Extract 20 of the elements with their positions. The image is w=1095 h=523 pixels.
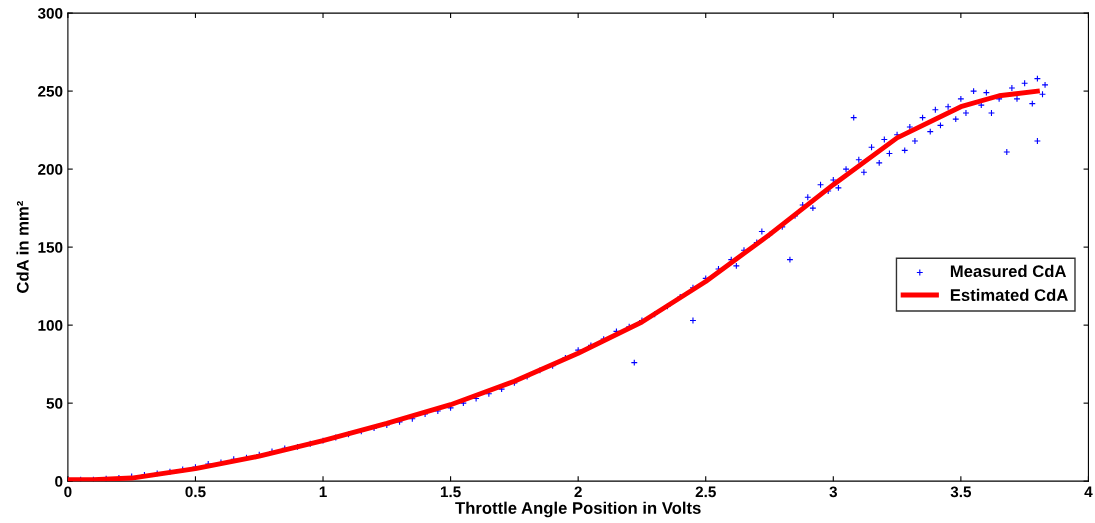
x-tick-label: 0 — [64, 486, 72, 498]
y-tick-label: 100 — [38, 320, 63, 331]
legend-label: Measured CdA — [950, 264, 1067, 278]
y-tick-label: 200 — [38, 163, 63, 175]
y-axis-title: CdA in mm² — [16, 201, 29, 293]
x-tick-label: 3.5 — [950, 486, 972, 498]
x-tick-label: 2 — [574, 486, 582, 498]
x-tick-label: 2.5 — [695, 486, 716, 498]
x-axis-title: Throttle Angle Position in Volts — [455, 501, 701, 518]
x-tick-label: 1 — [319, 486, 327, 498]
x-tick-label: 4 — [1084, 486, 1093, 498]
y-tick-label: 50 — [46, 398, 63, 409]
y-tick-label: 0 — [55, 476, 63, 487]
x-tick-label: 1.5 — [440, 486, 461, 498]
y-tick-label: 250 — [38, 85, 63, 97]
y-tick-label: 150 — [38, 241, 63, 253]
x-tick-label: 3 — [829, 486, 837, 498]
y-tick-label: 300 — [37, 7, 63, 19]
legend-label: Estimated CdA — [950, 288, 1068, 301]
x-tick-label: 0.5 — [185, 486, 206, 498]
